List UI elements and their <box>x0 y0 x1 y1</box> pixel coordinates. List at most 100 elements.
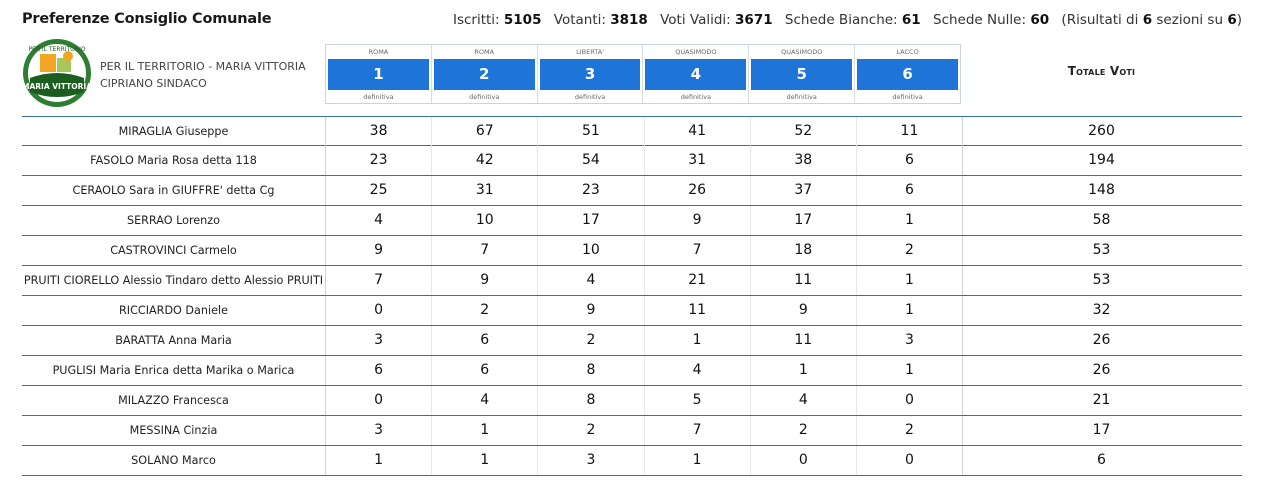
section-votes: 4 10 17 9 17 1 <box>325 206 963 235</box>
section-votes-cell: 9 <box>751 296 857 325</box>
candidate-total: 58 <box>1092 212 1111 228</box>
table-row: SOLANO Marco 1 1 3 1 0 0 6 <box>22 446 1242 476</box>
section-votes-cell: 9 <box>645 206 751 235</box>
section-votes: 9 7 10 7 18 2 <box>325 236 963 265</box>
section-number: 1 <box>328 59 429 90</box>
section-votes: 3 6 2 1 11 3 <box>325 326 963 355</box>
section-votes-cell: 41 <box>645 117 751 146</box>
section-votes-cell: 1 <box>326 446 433 475</box>
section-votes: 23 42 54 31 38 6 <box>325 146 963 175</box>
section-votes-cell: 1 <box>432 446 539 475</box>
section-votes-cell: 4 <box>432 386 539 415</box>
section-votes-cell: 1 <box>432 416 539 445</box>
stat-voti-validi-value: 3671 <box>735 12 773 28</box>
section-votes: 7 9 4 21 11 1 <box>325 266 963 295</box>
section-votes-cell: 2 <box>432 296 539 325</box>
section-votes-cell: 1 <box>751 356 857 385</box>
section-votes-cell: 8 <box>538 386 645 415</box>
section-location: LIBERTA' <box>576 48 604 56</box>
candidate-name: PRUITI CIORELLO Alessio Tindaro detto Al… <box>23 274 324 287</box>
table-row: FASOLO Maria Rosa detta 118 23 42 54 31 38 6 19… <box>22 146 1242 176</box>
section-votes-cell: 9 <box>538 296 645 325</box>
section-votes-cell: 7 <box>645 416 751 445</box>
section-votes: 38 67 51 41 52 11 <box>325 117 963 146</box>
candidate-name: CASTROVINCI Carmelo <box>110 244 237 257</box>
logo-top-text: PER IL TERRITORIO <box>28 46 85 53</box>
sections-total: 6 <box>1227 12 1237 28</box>
section-3: LIBERTA' 3 definitiva <box>538 45 644 103</box>
section-votes-cell: 23 <box>538 176 645 205</box>
section-votes-cell: 6 <box>904 152 914 168</box>
section-status: definitiva <box>680 93 712 101</box>
section-votes-cell: 7 <box>326 266 433 295</box>
section-votes-cell: 7 <box>432 236 539 265</box>
candidate-total: 6 <box>1097 452 1106 468</box>
stat-votanti-label: Votanti: <box>553 12 606 28</box>
section-votes-cell: 0 <box>904 392 914 408</box>
section-votes-cell: 9 <box>432 266 539 295</box>
section-votes-cell: 6 <box>326 356 433 385</box>
section-votes-cell: 31 <box>432 176 539 205</box>
section-status: definitiva <box>892 93 923 101</box>
table-row: PUGLISI Maria Enrica detta Marika o Mari… <box>22 356 1242 386</box>
candidate-total: 53 <box>1092 272 1111 288</box>
table-row: RICCIARDO Daniele 0 2 9 11 9 1 32 <box>22 296 1242 326</box>
section-location: ROMA <box>368 48 389 56</box>
section-1: ROMA 1 definitiva <box>326 45 432 103</box>
section-4: QUASIMODO 4 definitiva <box>643 45 750 103</box>
section-votes-cell: 54 <box>538 146 645 175</box>
section-votes-cell: 3 <box>326 416 433 445</box>
section-votes-cell: 6 <box>432 356 539 385</box>
candidate-name: MILAZZO Francesca <box>118 394 229 407</box>
candidate-name: MIRAGLIA Giuseppe <box>118 125 229 138</box>
sections-header: ROMA 1 definitiva ROMA 2 definitiva LIBERTA' 3 d… <box>325 44 961 104</box>
sections-done: 6 <box>1142 12 1153 28</box>
sections-note-prefix: (Risultati di <box>1061 12 1139 28</box>
section-votes-cell: 18 <box>751 236 857 265</box>
candidate-name: CERAOLO Sara in GIUFFRE' detta Cg <box>72 184 275 197</box>
stat-schede-nulle-label: Schede Nulle: <box>933 12 1027 28</box>
candidate-name: BARATTA Anna Maria <box>115 334 232 347</box>
section-votes-cell: 4 <box>645 356 751 385</box>
section-votes-cell: 0 <box>904 452 914 468</box>
section-votes-cell: 0 <box>326 386 433 415</box>
section-location: QUASIMODO <box>781 48 823 56</box>
section-location: LACCO <box>896 48 919 56</box>
section-location: QUASIMODO <box>675 48 717 56</box>
section-2: ROMA 2 definitiva <box>432 45 538 103</box>
logo-main-text: MARIA VITTORIA <box>22 82 92 91</box>
section-votes-cell: 21 <box>645 266 751 295</box>
section-votes-cell: 4 <box>326 206 433 235</box>
turnout-stats: Iscritti: 5105 Votanti: 3818 Voti Validi… <box>453 12 1242 28</box>
section-status: definitiva <box>574 93 606 101</box>
section-votes-cell: 8 <box>538 356 645 385</box>
section-votes-cell: 37 <box>751 176 857 205</box>
table-row: MIRAGLIA Giuseppe 38 67 51 41 52 11 260 <box>22 116 1242 146</box>
section-votes-cell: 1 <box>904 272 914 288</box>
table-row: CASTROVINCI Carmelo 9 7 10 7 18 2 53 <box>22 236 1242 266</box>
table-row: CERAOLO Sara in GIUFFRE' detta Cg 25 31 23 2… <box>22 176 1242 206</box>
section-6: LACCO 6 definitiva <box>855 45 960 103</box>
section-status: definitiva <box>363 93 394 101</box>
section-votes-cell: 0 <box>326 296 433 325</box>
section-votes-cell: 1 <box>904 212 914 228</box>
candidate-name: MESSINA Cinzia <box>129 424 218 437</box>
candidate-total: 148 <box>1088 182 1115 198</box>
section-votes-cell: 2 <box>538 416 645 445</box>
section-number: 3 <box>539 59 641 90</box>
section-votes: 25 31 23 26 37 6 <box>325 176 963 205</box>
section-votes-cell: 17 <box>751 206 857 235</box>
stat-iscritti-label: Iscritti: <box>452 12 500 28</box>
section-votes-cell: 25 <box>326 176 433 205</box>
section-number: 4 <box>645 59 747 90</box>
sections-note-mid: sezioni su <box>1156 12 1224 28</box>
section-votes-cell: 0 <box>751 446 857 475</box>
section-votes-cell: 31 <box>645 146 751 175</box>
table-row: PRUITI CIORELLO Alessio Tindaro detto Al… <box>22 266 1242 296</box>
section-votes-cell: 10 <box>538 236 645 265</box>
section-votes-cell: 2 <box>538 326 645 355</box>
total-votes-header: Totale Voti <box>1067 64 1136 78</box>
section-votes-cell: 11 <box>751 266 857 295</box>
